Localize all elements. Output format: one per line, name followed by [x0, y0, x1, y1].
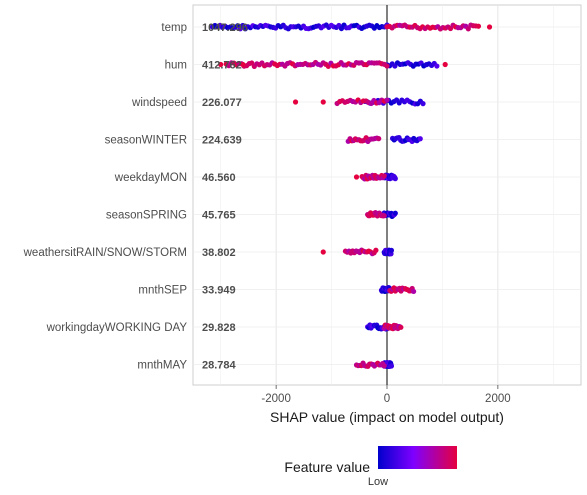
feature-label: hum [165, 60, 187, 72]
mean-abs-shap-label: 29.828 [202, 322, 236, 334]
feature-row: workingdayWORKING DAY 29.828 [46, 322, 404, 334]
feature-label: mnthSEP [138, 285, 187, 297]
feature-label: weathersitRAIN/SNOW/STORM [23, 247, 187, 259]
feature-rows: temp 1047.296 hum 412.762 windspeed 226.077 se… [23, 22, 493, 372]
x-tick-label: -2000 [261, 393, 290, 405]
legend-color-bar [378, 446, 457, 469]
feature-row: windspeed 226.077 [131, 97, 426, 109]
x-tick-label: 0 [384, 393, 390, 405]
legend: Feature value Low [284, 446, 457, 488]
mean-abs-shap-label: 226.077 [202, 97, 242, 109]
feature-label: windspeed [131, 97, 187, 109]
shap-point [381, 213, 387, 219]
legend-title: Feature value [284, 459, 370, 475]
mean-abs-shap-label: 28.784 [202, 360, 237, 372]
shap-point [465, 26, 471, 32]
shap-point-outlier [212, 24, 218, 30]
shap-point [376, 136, 382, 142]
shap-point-outlier [320, 249, 326, 255]
feature-label: seasonSPRING [106, 210, 187, 222]
feature-label: seasonWINTER [105, 135, 187, 147]
feature-row: temp 1047.296 [161, 22, 493, 34]
x-axis: -2000 0 2000 [261, 385, 511, 405]
shap-point [388, 363, 395, 369]
x-axis-title: SHAP value (impact on model output) [270, 409, 504, 425]
shap-point [373, 247, 379, 253]
shap-point [420, 101, 426, 107]
mean-abs-shap-label: 224.639 [202, 135, 242, 147]
shap-point-outlier [218, 61, 224, 68]
shap-point-outlier [320, 99, 326, 105]
shap-point-outlier [486, 24, 493, 30]
mean-abs-shap-label: 45.765 [202, 210, 236, 222]
feature-label: mnthMAY [137, 360, 187, 372]
shap-point [384, 63, 390, 69]
shap-point [475, 23, 482, 29]
feature-label: weekdayMON [114, 172, 187, 184]
legend-low-label: Low [368, 476, 388, 488]
mean-abs-shap-label: 33.949 [202, 285, 236, 297]
feature-label: temp [161, 22, 187, 34]
feature-row: weekdayMON 46.560 [114, 172, 398, 184]
mean-abs-shap-label: 1047.296 [202, 22, 248, 34]
shap-point [392, 210, 398, 216]
shap-point-outlier [292, 99, 299, 105]
feature-row: seasonWINTER 224.639 [105, 135, 423, 147]
shap-point-outlier [240, 61, 246, 68]
shap-point [434, 63, 440, 69]
x-tick-label: 2000 [485, 393, 511, 405]
feature-row: weathersitRAIN/SNOW/STORM 38.802 [23, 247, 395, 259]
shap-point-outlier [442, 61, 448, 68]
mean-abs-shap-label: 412.762 [202, 60, 242, 72]
mean-abs-shap-label: 46.560 [202, 172, 236, 184]
shap-point [398, 324, 404, 330]
feature-row: mnthMAY 28.784 [137, 360, 395, 372]
shap-point [384, 97, 390, 103]
feature-label: workingdayWORKING DAY [46, 322, 188, 334]
shap-point [392, 176, 398, 182]
shap-point [417, 136, 423, 142]
shap-point [381, 173, 387, 179]
shap-point [388, 247, 395, 253]
shap-point [381, 363, 387, 369]
shap-point [411, 288, 417, 295]
mean-abs-shap-label: 38.802 [202, 247, 236, 259]
feature-row: hum 412.762 [165, 60, 448, 72]
shap-point-outlier [353, 174, 360, 180]
feature-row: mnthSEP 33.949 [138, 285, 417, 297]
feature-row: seasonSPRING 45.765 [106, 210, 398, 222]
